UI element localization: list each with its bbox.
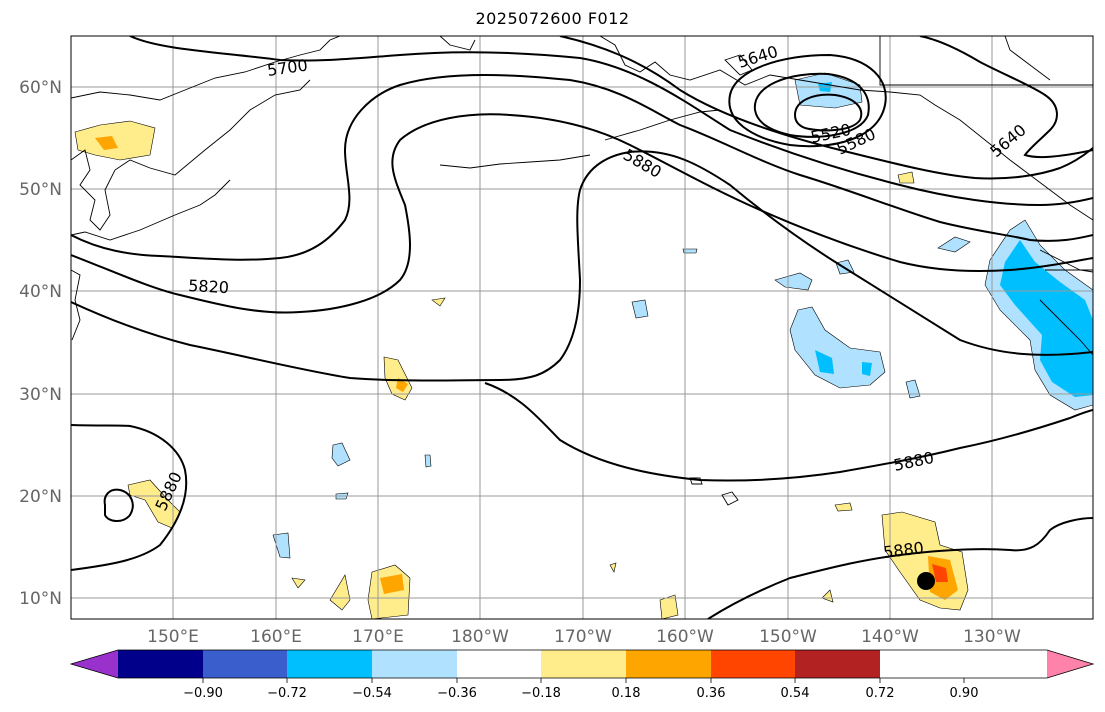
colorbar-tick: 0.36 [697,686,726,701]
contour-label: 5820 [188,276,230,297]
lon-label: 150°W [759,627,817,647]
colorbar-tick: −0.72 [267,686,307,701]
colorbar-segment [372,650,457,678]
contour-label: 5880 [892,448,936,475]
location-marker [917,572,935,590]
shaded-anomaly [74,72,1093,619]
colorbar-tick: 0.18 [612,686,641,701]
latitude-labels: 60°N 50°N 40°N 30°N 20°N 10°N [19,78,62,609]
colorbar-segment [795,650,880,678]
lat-label: 30°N [19,385,62,405]
colorbar-segment [626,650,711,678]
colorbar-tick: −0.36 [437,686,477,701]
map-panel: 5700 5640 5520 5580 5640 5880 5820 5880 … [71,36,1093,619]
lon-label: 130°W [963,627,1021,647]
lat-label: 20°N [19,487,62,507]
map-frame [70,35,1094,620]
colorbar-segment [711,650,795,678]
lon-label: 160°E [250,627,302,647]
colorbar-segment [457,650,541,678]
longitude-labels: 150°E 160°E 170°E 180°W 170°W 160°W 150°… [147,627,1021,647]
colorbar-extend-high [1047,650,1093,678]
lon-label: 160°W [656,627,714,647]
colorbar-tick: −0.90 [183,686,223,701]
colorbar-segment [541,650,626,678]
colorbar-tick: 0.90 [950,686,979,701]
lon-label: 180°W [451,627,509,647]
lon-label: 150°E [147,627,199,647]
lat-label: 50°N [19,180,62,200]
contour-label: 5880 [882,538,925,562]
colorbar-tick: 0.54 [781,686,810,701]
lon-label: 170°W [554,627,612,647]
lat-label: 60°N [19,78,62,98]
colorbar-extend-low [71,650,118,678]
height-contours [71,36,1093,619]
coastlines [71,36,1093,506]
lat-label: 10°N [19,589,62,609]
contour-label: 5640 [986,120,1029,161]
map-title: 2025072600 F012 [475,9,630,28]
colorbar: −0.90 −0.72 −0.54 −0.36 −0.18 0.18 0.36 … [69,649,1095,701]
lon-label: 170°E [352,627,404,647]
graticule [71,36,1093,619]
colorbar-tick: −0.54 [352,686,392,701]
lat-label: 40°N [19,282,62,302]
colorbar-segment [287,650,372,678]
lon-label: 140°W [861,627,919,647]
colorbar-segment [203,650,287,678]
colorbar-segment [118,650,203,678]
colorbar-tick: 0.72 [866,686,895,701]
colorbar-tick: −0.18 [521,686,561,701]
